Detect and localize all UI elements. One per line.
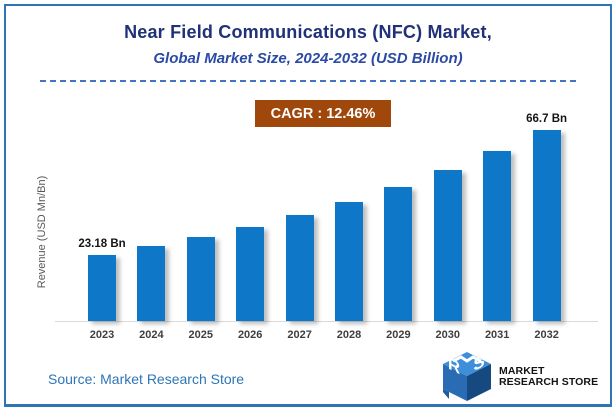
x-tick-2026: 2026 (237, 329, 263, 341)
x-tick-2030: 2030 (435, 329, 461, 341)
bar-2030 (433, 170, 462, 321)
brand-logo-line2: RESEARCH STORE (499, 376, 599, 388)
value-label-2023: 23.18 Bn (78, 238, 126, 250)
x-tick-2027: 2027 (287, 329, 312, 341)
brand-logo: R S MARKET RESEARCH STORE (441, 351, 598, 403)
bar-2031 (483, 151, 512, 321)
bar-2029 (384, 187, 413, 321)
bar-2027 (285, 215, 314, 321)
bar-2024 (137, 246, 166, 321)
y-axis-label: Revenue (USD Mn/Bn) (36, 175, 48, 289)
dashed-separator (40, 80, 576, 82)
brand-logo-text: MARKET RESEARCH STORE (499, 364, 599, 389)
bar-2032 (532, 130, 561, 321)
chart-subtitle: Global Market Size, 2024-2032 (USD Billi… (153, 50, 463, 67)
x-axis-line (55, 321, 598, 322)
svg-text:S: S (473, 351, 484, 375)
x-tick-2025: 2025 (188, 329, 214, 341)
bar-2023 (88, 255, 116, 321)
bar-2025 (186, 237, 215, 321)
svg-text:R: R (448, 353, 460, 378)
cagr-badge: CAGR : 12.46% (255, 100, 391, 127)
value-label-2032: 66.7 Bn (526, 113, 568, 125)
x-tick-2028: 2028 (336, 329, 362, 341)
x-tick-2029: 2029 (386, 329, 411, 341)
bar-2026 (236, 227, 265, 321)
chart-title: Near Field Communications (NFC) Market, (124, 22, 492, 42)
bar-2028 (335, 202, 363, 321)
x-tick-2024: 2024 (139, 329, 164, 341)
source-note: Source: Market Research Store (48, 371, 245, 387)
x-tick-2032: 2032 (534, 329, 559, 341)
brand-logo-line1: MARKET (499, 364, 545, 377)
x-tick-2023: 2023 (89, 329, 115, 341)
x-tick-2031: 2031 (484, 329, 510, 341)
mrs-cube-icon: R S (443, 351, 491, 401)
